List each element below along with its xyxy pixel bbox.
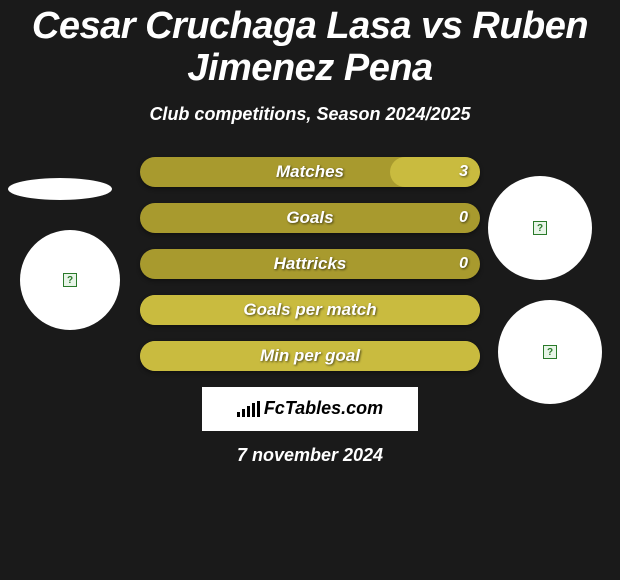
player-avatar-placeholder: ? — [488, 176, 592, 280]
question-icon: ? — [63, 273, 77, 287]
stat-label: Goals — [140, 203, 480, 233]
page-title: Cesar Cruchaga Lasa vs Ruben Jimenez Pen… — [0, 0, 620, 90]
stat-value-right: 0 — [459, 203, 468, 233]
player-avatar-placeholder: ? — [20, 230, 120, 330]
stat-label: Goals per match — [140, 295, 480, 325]
subtitle: Club competitions, Season 2024/2025 — [0, 104, 620, 125]
stat-value-right: 0 — [459, 249, 468, 279]
question-icon: ? — [533, 221, 547, 235]
footer-logo: FcTables.com — [202, 387, 418, 431]
stat-value-right: 3 — [459, 157, 468, 187]
stat-label: Matches — [140, 157, 480, 187]
chart-bars-icon — [237, 401, 260, 417]
stat-row: Hattricks0 — [140, 249, 480, 279]
stats-container: Matches3Goals0Hattricks0Goals per matchM… — [140, 157, 480, 371]
question-icon: ? — [543, 345, 557, 359]
stat-row: Matches3 — [140, 157, 480, 187]
stat-row: Min per goal — [140, 341, 480, 371]
footer-brand-text: FcTables.com — [264, 398, 383, 419]
stat-row: Goals0 — [140, 203, 480, 233]
date-text: 7 november 2024 — [0, 445, 620, 466]
stat-label: Min per goal — [140, 341, 480, 371]
stat-row: Goals per match — [140, 295, 480, 325]
decorative-ellipse — [8, 178, 112, 200]
stat-label: Hattricks — [140, 249, 480, 279]
player-avatar-placeholder: ? — [498, 300, 602, 404]
